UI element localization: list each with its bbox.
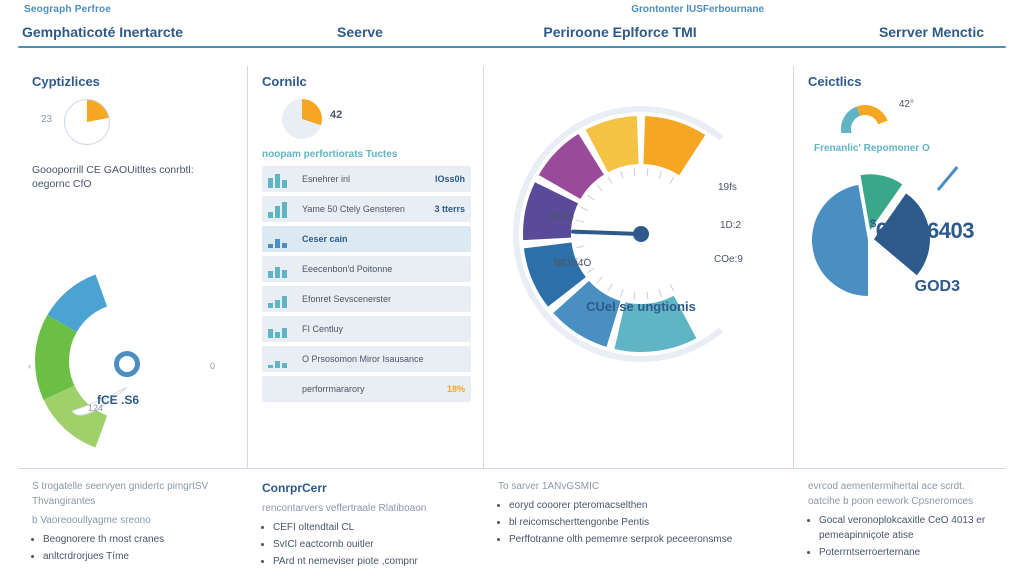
metric-row[interactable]: O Prsosomon Miror Isausance <box>262 346 471 372</box>
donut-tick-label: ‹ <box>28 361 31 371</box>
mini-pie-1: 23 <box>64 99 110 145</box>
row-label: perforrmararory <box>302 384 441 394</box>
bullet-item: SvICl eactcornb ouitler <box>273 537 470 552</box>
panel-subtitle: noopam perfortiorats Tuctes <box>262 149 471 160</box>
panel-title: Cornilc <box>262 74 471 89</box>
row-label: O Prsosomon Miror Isausance <box>302 354 459 364</box>
foot-cell-1: S trogatelle seervyen gnidertc pimgrtSV … <box>18 468 248 571</box>
main-gauge: CUel se ungtionis 86JO 19fs COe:9 BlD9i4O 1D… <box>498 84 784 344</box>
row-label: Eeecenbon'd Poitonne <box>302 264 459 274</box>
foot-cell-4: evrcod aementermihertal ace scrdt. oatci… <box>794 468 1006 571</box>
metric-row[interactable]: perforrmararory 18% <box>262 376 471 402</box>
panel-caption: Goooporrill CE GAOUitltes conrbtl: oegor… <box>32 163 212 191</box>
gauge-tick-label: 1D:2 <box>720 220 741 231</box>
panel-title: Ceictlics <box>808 74 994 89</box>
tab-serve[interactable]: Seerve <box>250 20 470 46</box>
metric-row[interactable]: Esnehrer inl lOss0h <box>262 166 471 192</box>
bullet-item: bl reicomscherttengonbe Pentis <box>509 515 780 530</box>
panel-gauge: CUel se ungtionis 86JO 19fs COe:9 BlD9i4O 1D… <box>484 66 794 468</box>
row-value: 3 tterrs <box>434 204 465 214</box>
panel-subtitle: Frenanlic' Repomoner O <box>814 143 994 154</box>
bullet-item: Gocal veronoplokcaxitle CeO 4013 er peme… <box>819 513 992 543</box>
donut-tick-label: 124 <box>88 403 103 413</box>
gauge-tick-label: 86JO <box>550 212 574 223</box>
bullet-item: Beognorere th rnost cranes <box>43 532 234 547</box>
mini-pie-value: 23 <box>41 114 52 125</box>
bullet-item: Perffotranne olth pememre serprok peceer… <box>509 532 780 547</box>
gauge-tick-label: BlD9i4O <box>554 258 591 269</box>
foot-cell-3: To sarver 1ANvGSMIC eoryd cooorer pterom… <box>484 468 794 571</box>
row-value: lOss0h <box>435 174 465 184</box>
donut-foot-label: fCE .S6 <box>97 393 139 407</box>
metric-row[interactable]: Yame 50 Ctely Gensteren 3 tterrs <box>262 196 471 222</box>
metric-row[interactable]: Eeecenbon'd Poitonne <box>262 256 471 282</box>
donut-chart: fCE .S6 ‹0124 <box>32 211 222 411</box>
metric-rows: Esnehrer inl lOss0h Yame 50 Ctely Genstere… <box>262 166 471 402</box>
mini-gauge: 42° <box>838 99 892 133</box>
row-value: 18% <box>447 384 465 394</box>
tab-performance[interactable]: Periroone Eplforce TMI <box>470 20 770 46</box>
eyebrow-left: Seograph Perfroe <box>24 4 111 15</box>
tab-graphics[interactable]: Gemphaticoté Inertarcte <box>20 20 250 46</box>
tab-server[interactable]: Serrver Menctic <box>770 20 1004 46</box>
gauge-caption: CUel se ungtionis <box>498 299 784 314</box>
donut-tick-label: 0 <box>210 361 215 371</box>
panel-ceictlics: Ceictlics 42° Frenanlic' Repomoner O $6(… <box>794 66 1006 468</box>
mini-pie-2: 42 <box>282 99 322 139</box>
gauge-tick-label: COe:9 <box>714 254 743 265</box>
metric-row[interactable]: Ceser cain <box>262 226 471 252</box>
tab-bar: Gemphaticoté Inertarcte Seerve Periroone… <box>20 20 1004 46</box>
code-label: GOD3 <box>915 278 960 296</box>
row-label: Ceser cain <box>302 234 459 244</box>
bullet-item: eoryd cooorer pteromacselthen <box>509 498 780 513</box>
panel-cyptizlices: Cyptizlices 23 Goooporrill CE GAOUitltes… <box>18 66 248 468</box>
mini-pie-value: 42 <box>330 109 342 121</box>
row-label: Efonret Sevscenerster <box>302 294 459 304</box>
metric-row[interactable]: FI Centluy <box>262 316 471 342</box>
big-number: $6(1116403 <box>870 218 974 244</box>
row-label: Esnehrer inl <box>302 174 429 184</box>
bullet-item: anltcrdrorjues Tíme <box>43 549 234 564</box>
panel-title: Cyptizlices <box>32 74 235 89</box>
bullet-item: CEFI oltendtail CL <box>273 520 470 535</box>
split-pie: $6(1116403 GOD3 <box>808 160 968 310</box>
foot-cell-2: ConrprCerr rencontarvers veffertraale Rl… <box>248 468 484 571</box>
gauge-tick-label: 19fs <box>718 182 737 193</box>
metric-row[interactable]: Efonret Sevscenerster <box>262 286 471 312</box>
panel-cornilc: Cornilc 42 noopam perfortiorats Tuctes E… <box>248 66 484 468</box>
bullet-item: PArd nt nemeviser piote ,compnr <box>273 554 470 569</box>
mini-gauge-value: 42° <box>899 99 914 110</box>
row-label: Yame 50 Ctely Gensteren <box>302 204 428 214</box>
eyebrow-right: Grontonter lUSFerbournane <box>631 4 764 15</box>
row-label: FI Centluy <box>302 324 459 334</box>
bullet-item: Poterrntserroerternane <box>819 545 992 560</box>
foot-title: ConrprCerr <box>262 479 470 497</box>
